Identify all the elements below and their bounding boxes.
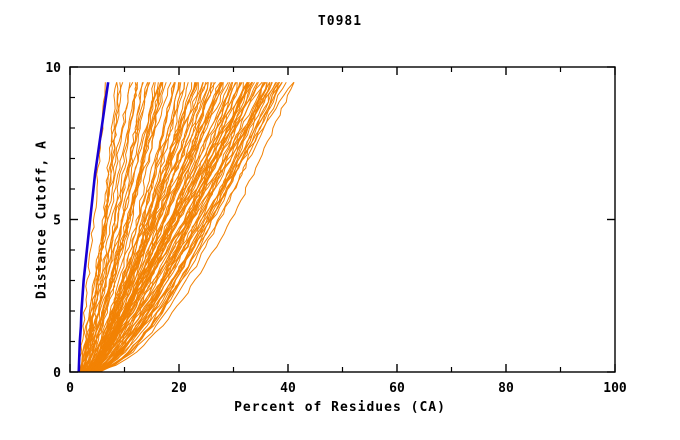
- model-curve: [87, 82, 198, 373]
- model-curve: [93, 81, 253, 373]
- model-curve: [82, 82, 149, 373]
- model-curve: [99, 82, 268, 373]
- page-title: T0981: [317, 14, 363, 29]
- model-curve: [89, 82, 215, 373]
- model-curve: [90, 82, 224, 373]
- model-curve: [83, 82, 167, 373]
- svg-text:100: 100: [603, 381, 627, 396]
- model-curve: [92, 81, 295, 373]
- axis-tick-labels: 0 20 40 60 80 100 0 5 10: [45, 61, 627, 396]
- model-curve: [94, 82, 254, 373]
- model-curve: [95, 82, 253, 373]
- model-curve: [89, 82, 204, 373]
- model-curve: [77, 82, 106, 373]
- svg-text:10: 10: [45, 61, 61, 76]
- model-curve: [91, 82, 222, 373]
- model-curves-group: [77, 81, 295, 373]
- reference-curve-path: [77, 82, 110, 373]
- model-curve: [94, 82, 264, 373]
- svg-text:60: 60: [389, 381, 405, 396]
- model-curve: [93, 81, 229, 373]
- axis-ticks: [69, 66, 616, 373]
- model-curve: [91, 82, 255, 373]
- model-curve: [84, 82, 197, 373]
- x-axis-label: Percent of Residues (CA): [234, 400, 446, 415]
- model-curve: [94, 82, 295, 373]
- model-curve: [95, 82, 248, 373]
- model-curve: [98, 82, 287, 373]
- model-curve: [93, 82, 250, 373]
- model-curve: [94, 82, 277, 373]
- model-curve: [92, 82, 273, 373]
- model-curve: [92, 82, 258, 373]
- model-curve: [92, 81, 283, 373]
- svg-text:20: 20: [171, 381, 187, 396]
- model-curve: [84, 82, 172, 373]
- svg-text:5: 5: [53, 214, 61, 229]
- reference-curve: [77, 82, 110, 373]
- svg-text:0: 0: [66, 381, 74, 396]
- model-curve: [79, 81, 134, 373]
- model-curve: [79, 82, 131, 373]
- model-curve: [84, 82, 159, 373]
- model-curve: [82, 82, 144, 373]
- svg-text:40: 40: [280, 381, 296, 396]
- model-curve: [97, 81, 267, 373]
- model-curve: [93, 82, 273, 373]
- model-curve: [92, 81, 283, 373]
- model-curve: [81, 82, 137, 373]
- svg-text:80: 80: [498, 381, 514, 396]
- svg-text:0: 0: [53, 366, 61, 381]
- model-curve: [83, 82, 163, 373]
- model-curve: [79, 82, 119, 373]
